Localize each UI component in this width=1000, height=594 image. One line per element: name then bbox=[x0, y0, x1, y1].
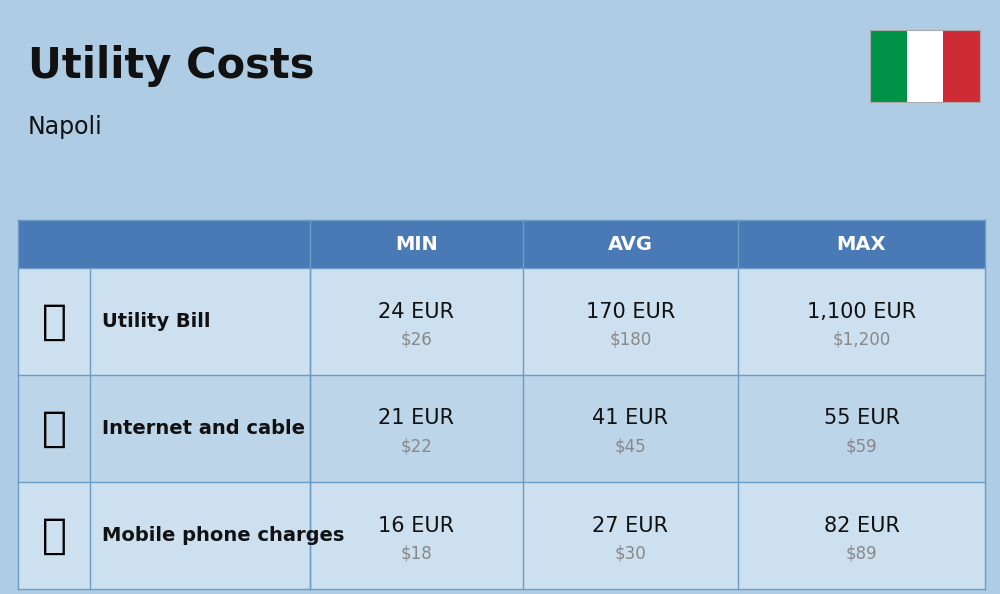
Text: MIN: MIN bbox=[395, 235, 438, 254]
Text: $59: $59 bbox=[846, 438, 877, 456]
Bar bbox=[907, 30, 943, 102]
Text: 1,100 EUR: 1,100 EUR bbox=[807, 302, 916, 321]
Text: 🔧: 🔧 bbox=[42, 301, 66, 343]
Text: Mobile phone charges: Mobile phone charges bbox=[102, 526, 344, 545]
Text: $26: $26 bbox=[401, 330, 432, 349]
Text: AVG: AVG bbox=[608, 235, 653, 254]
Text: $180: $180 bbox=[609, 330, 652, 349]
Text: 📱: 📱 bbox=[42, 514, 66, 557]
Text: $89: $89 bbox=[846, 545, 877, 563]
Text: Internet and cable: Internet and cable bbox=[102, 419, 305, 438]
Text: $18: $18 bbox=[401, 545, 432, 563]
Text: 16 EUR: 16 EUR bbox=[378, 516, 455, 536]
Text: $30: $30 bbox=[615, 545, 646, 563]
Text: 170 EUR: 170 EUR bbox=[586, 302, 675, 321]
Bar bbox=[18, 482, 985, 589]
Text: MAX: MAX bbox=[837, 235, 886, 254]
Text: Utility Bill: Utility Bill bbox=[102, 312, 210, 331]
Bar bbox=[18, 375, 985, 482]
Bar bbox=[870, 30, 907, 102]
Text: $1,200: $1,200 bbox=[832, 330, 891, 349]
Bar bbox=[18, 220, 985, 268]
Text: Napoli: Napoli bbox=[28, 115, 103, 139]
Text: $45: $45 bbox=[615, 438, 646, 456]
Text: Utility Costs: Utility Costs bbox=[28, 45, 314, 87]
Text: 82 EUR: 82 EUR bbox=[824, 516, 899, 536]
Text: 27 EUR: 27 EUR bbox=[592, 516, 668, 536]
Text: 21 EUR: 21 EUR bbox=[378, 409, 454, 428]
Text: 📶: 📶 bbox=[42, 407, 66, 450]
Text: 55 EUR: 55 EUR bbox=[824, 409, 900, 428]
Text: 24 EUR: 24 EUR bbox=[378, 302, 454, 321]
Bar bbox=[870, 30, 980, 102]
Bar bbox=[18, 268, 985, 375]
Text: $22: $22 bbox=[401, 438, 432, 456]
Bar bbox=[943, 30, 980, 102]
Text: 41 EUR: 41 EUR bbox=[592, 409, 668, 428]
